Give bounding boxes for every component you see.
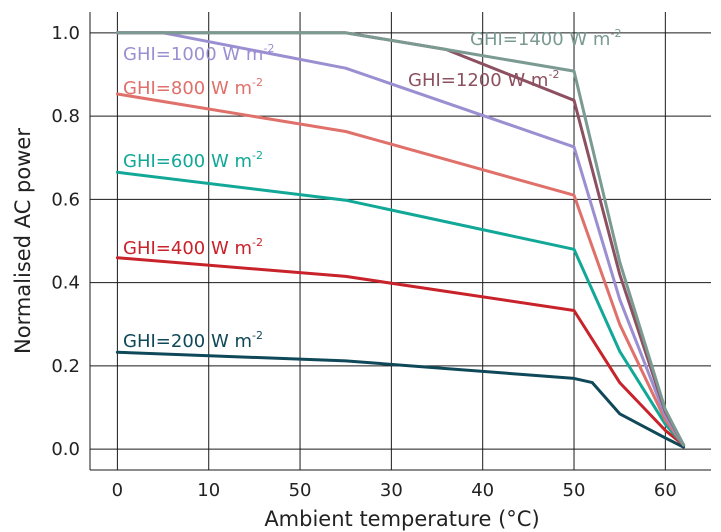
series-labels: GHI=200 W m-2 GHI=400 W m-2 GHI=600 W m-… (123, 27, 621, 352)
x-tick-label: 60 (654, 480, 677, 501)
y-tick-label: 1.0 (51, 23, 80, 44)
y-tick-label: 0.6 (51, 189, 80, 210)
series-lines (115, 31, 686, 449)
x-tick-label: 0 (112, 480, 123, 501)
series-label-ghi-200: GHI=200 W m-2 (123, 329, 263, 352)
x-tick-label: 30 (380, 480, 403, 501)
series-line-1 (115, 256, 686, 447)
series-line-3 (115, 92, 686, 447)
x-tick-label: 50 (289, 480, 312, 501)
x-tick-label: 50 (563, 480, 586, 501)
series-label-ghi-800: GHI=800 W m-2 (123, 76, 263, 99)
x-tick-label: 10 (197, 480, 220, 501)
series-label-ghi-1400: GHI=1400 W m-2 (470, 27, 621, 50)
y-tick-label: 0.8 (51, 106, 80, 127)
tick-labels: 0 10 50 30 40 50 60 0.0 0.2 0.4 0.6 0.8 1.0 (51, 23, 676, 501)
series-label-ghi-600: GHI=600 W m-2 (123, 149, 263, 172)
y-axis-title: Normalised AC power (11, 128, 35, 354)
series-line-2 (115, 170, 686, 447)
x-tick-label: 40 (471, 480, 494, 501)
series-label-ghi-1200: GHI=1200 W m-2 (408, 68, 559, 91)
y-tick-label: 0.0 (51, 439, 80, 460)
series-line-6 (115, 31, 686, 447)
series-label-ghi-1000: GHI=1000 W m-2 (123, 42, 274, 65)
x-axis-title: Ambient temperature (°C) (264, 507, 539, 531)
y-tick-label: 0.2 (51, 356, 80, 377)
series-line-0 (115, 350, 686, 449)
y-tick-label: 0.4 (51, 273, 80, 294)
grid (89, 12, 711, 471)
series-label-ghi-400: GHI=400 W m-2 (123, 236, 263, 259)
